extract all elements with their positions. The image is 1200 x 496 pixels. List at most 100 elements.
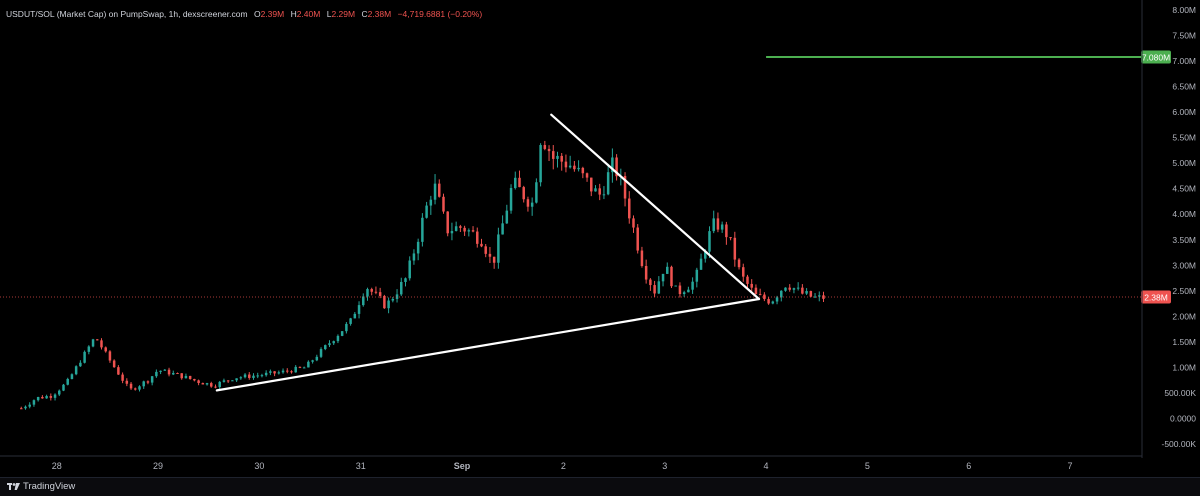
candle-body [214,386,217,388]
candle [661,273,665,287]
candle-body [252,375,255,378]
candle [594,185,597,192]
candle [530,197,534,216]
candle [640,246,644,268]
candle [674,285,677,287]
price-chart[interactable]: 2.38M 7.080M -500.00K 0.0000 500.00K 1.00M 1.… [0,0,1200,478]
y-tick-label: 5.00M [1172,158,1196,168]
candle-body [509,188,513,211]
candle-body [349,318,352,324]
candle [796,282,800,291]
candle [231,380,234,382]
candle-body [248,374,251,378]
candle [737,258,741,270]
candle-body [104,347,107,352]
x-tick-label: Sep [454,461,471,471]
candle-body [235,378,238,381]
candle-body [324,345,327,350]
x-axis: 28 29 30 31 Sep 2 3 4 5 6 7 [0,455,1142,471]
candle-body [598,188,601,195]
y-tick-label: 1.00M [1172,362,1196,372]
candle-body [340,331,344,336]
candle-body [725,224,728,238]
candle [450,222,454,241]
candle [108,350,112,363]
candle-body [163,369,167,371]
candle [699,253,703,270]
candle [281,368,285,374]
candle [632,215,635,233]
close-value: 2.38M [367,9,392,19]
candle [155,369,158,378]
candle [252,373,255,380]
candle [121,372,124,384]
candle-body [226,380,230,382]
candle [480,238,483,248]
candle-body [712,218,715,232]
candle-body [117,367,120,375]
candle-body [767,299,770,304]
candle-body [653,285,656,294]
candle [138,385,141,392]
candle [492,256,496,269]
y-tick-label: 2.50M [1172,286,1196,296]
candle-body [125,380,129,384]
candle [514,171,517,190]
x-tick-label: 7 [1068,461,1073,471]
candle-body [155,371,158,377]
low-label: L [326,9,332,19]
candle [792,287,796,294]
candle-body [425,205,428,218]
candle-body [298,366,302,368]
candle-body [96,339,99,341]
candle-body [62,384,65,391]
candle-body [45,396,48,399]
candle-body [184,375,188,379]
candle-body [222,380,226,382]
candle-body [433,183,437,200]
candle-body [66,378,69,385]
candle [636,224,639,254]
candle-body [404,278,407,282]
candle-body [336,335,340,342]
high-value: 2.40M [296,9,321,19]
candle-body [319,349,323,357]
candle [256,372,259,379]
candle-body [370,289,373,292]
candle-body [822,295,825,299]
candle-body [492,256,496,263]
candle [425,201,428,219]
candle [809,290,813,298]
candle-body [623,175,627,199]
candle-body [467,230,471,232]
candle [336,334,340,344]
candle [32,399,36,407]
close-label: C [361,9,368,19]
candle-body [91,339,95,347]
y-tick-label: 1.50M [1172,337,1196,347]
candle [556,151,559,168]
candle [345,322,348,334]
candle-body [750,283,753,288]
candle-body [243,374,247,378]
candle-body [378,292,382,296]
candle-body [606,172,610,195]
candle [41,395,44,399]
y-tick-label: -500.00K [1162,439,1197,449]
tradingview-logo[interactable]: TradingView [7,481,75,492]
candle-body [488,253,492,257]
candle [535,178,538,204]
candle-body [421,217,424,242]
change-value: −4,719.6881 (−0.20%) [397,9,483,19]
candle [150,375,154,386]
support-trendline[interactable] [215,297,761,392]
y-tick-label: 7.50M [1172,31,1196,41]
candle [328,340,331,348]
resistance-trendline[interactable] [550,113,761,301]
candle-body [742,267,745,277]
candle [400,277,403,297]
candle [568,155,572,169]
candle [205,382,209,386]
candle-body [526,199,530,207]
